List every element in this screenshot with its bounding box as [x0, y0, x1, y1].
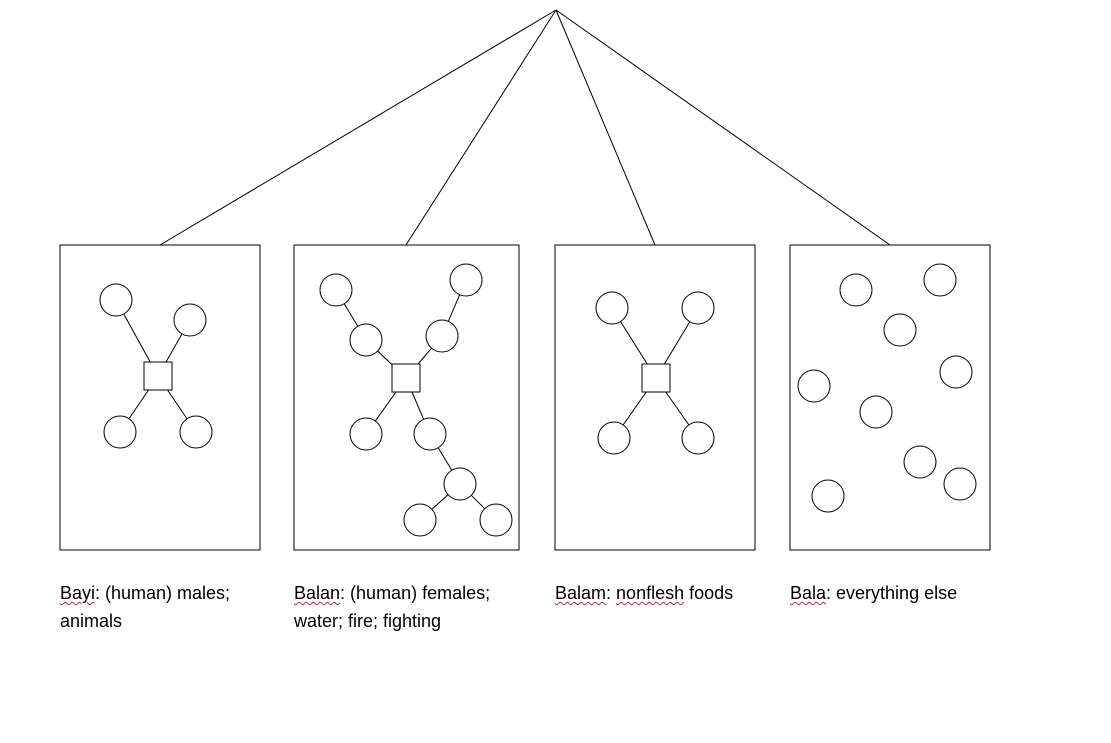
node-circle: [682, 292, 714, 324]
tree-edge: [406, 10, 556, 245]
node-circle: [812, 480, 844, 512]
internal-edge: [664, 322, 689, 364]
node-circle: [596, 292, 628, 324]
balan-label: Balan: (human) females; water; fire; fig…: [294, 580, 524, 636]
category-box-balam: [555, 245, 755, 550]
label-text: :: [606, 583, 616, 603]
internal-edge: [432, 495, 448, 510]
term-squiggle: Balan: [294, 583, 340, 603]
node-circle: [940, 356, 972, 388]
node-circle: [320, 274, 352, 306]
node-circle: [480, 504, 512, 536]
node-circle: [444, 468, 476, 500]
balam-label: Balam: nonflesh foods: [555, 580, 755, 608]
node-circle: [860, 396, 892, 428]
label-text: foods: [684, 583, 733, 603]
node-square: [642, 364, 670, 392]
node-circle: [924, 264, 956, 296]
node-square: [144, 362, 172, 390]
node-circle: [884, 314, 916, 346]
bayi-label: Bayi: (human) males; animals: [60, 580, 260, 636]
internal-edge: [438, 448, 452, 471]
internal-edge: [129, 390, 149, 419]
node-circle: [682, 422, 714, 454]
node-circle: [840, 274, 872, 306]
bala-label: Bala: everything else: [790, 580, 990, 608]
node-circle: [944, 468, 976, 500]
term-squiggle: nonflesh: [616, 583, 684, 603]
node-circle: [100, 284, 132, 316]
internal-edge: [621, 322, 648, 364]
internal-edge: [124, 314, 151, 362]
internal-edge: [412, 392, 424, 419]
node-square: [392, 364, 420, 392]
internal-edge: [344, 304, 358, 327]
tree-edge: [160, 10, 556, 245]
diagram-stage: Bayi: (human) males; animals Balan: (huma…: [0, 0, 1111, 743]
internal-edge: [378, 351, 392, 365]
internal-edge: [168, 390, 188, 419]
nodes-layer: [100, 264, 976, 536]
node-circle: [180, 416, 212, 448]
term-squiggle: Bayi: [60, 583, 95, 603]
node-circle: [904, 446, 936, 478]
internal-edge: [375, 392, 396, 421]
node-circle: [104, 416, 136, 448]
internal-edge: [623, 392, 646, 425]
internal-edge: [471, 495, 484, 508]
node-circle: [414, 418, 446, 450]
node-circle: [404, 504, 436, 536]
internal-edge: [418, 348, 432, 364]
term-squiggle: Bala: [790, 583, 826, 603]
node-circle: [798, 370, 830, 402]
label-text: : everything else: [826, 583, 957, 603]
node-circle: [350, 324, 382, 356]
internal-edge: [166, 334, 182, 362]
internal-edge: [448, 295, 459, 322]
node-circle: [450, 264, 482, 296]
tree-edge: [556, 10, 890, 245]
edges-layer: [124, 10, 890, 509]
category-box-bayi: [60, 245, 260, 550]
node-circle: [174, 304, 206, 336]
node-circle: [426, 320, 458, 352]
node-circle: [598, 422, 630, 454]
internal-edge: [666, 392, 689, 425]
node-circle: [350, 418, 382, 450]
term-squiggle: Balam: [555, 583, 606, 603]
